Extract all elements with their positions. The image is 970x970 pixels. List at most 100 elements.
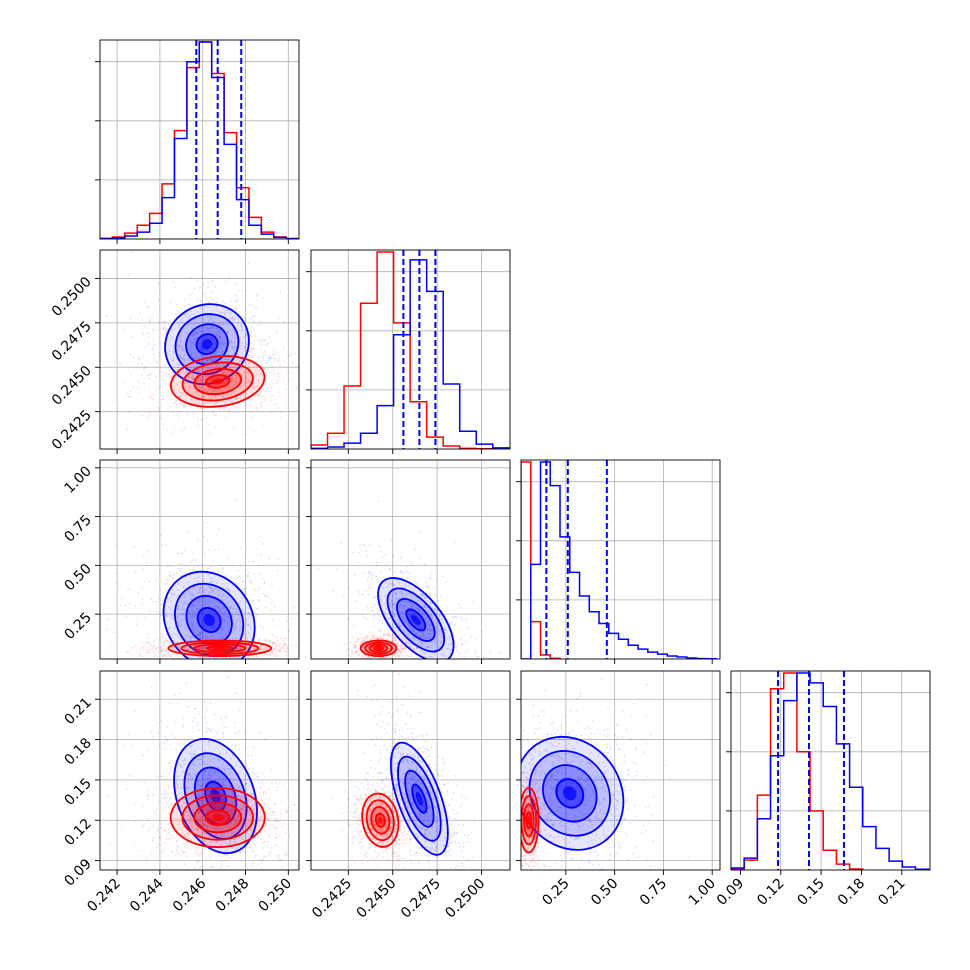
sample-point [221,781,224,783]
sample-point [189,387,192,390]
sample-point [187,375,190,378]
sample-point [264,645,267,648]
sample-point [250,317,253,320]
sample-point [401,647,404,650]
sample-point [182,618,185,621]
sample-point [196,311,199,313]
sample-point [390,538,392,541]
sample-point [225,302,227,305]
sample-point [167,654,170,656]
sample-point [383,612,386,615]
sample-point [228,843,230,846]
sample-point [246,577,249,579]
sample-point [421,650,424,653]
sample-point [435,636,438,638]
sample-point [146,651,149,654]
sample-point [168,384,171,387]
sample-point [222,667,224,669]
sample-point [259,390,262,393]
sample-point [211,343,214,345]
sample-point [381,556,384,558]
sample-point [254,387,256,390]
sample-point [187,581,190,584]
sample-point [198,601,201,604]
sample-point [188,382,190,385]
sample-point [160,793,163,795]
sample-point [212,581,215,583]
sample-point [206,431,209,433]
sample-point [134,644,137,647]
sample-point [420,610,422,613]
sample-point [371,574,373,577]
sample-point [181,563,183,566]
sample-point [177,648,180,651]
sample-point [222,395,225,398]
sample-point [408,601,410,603]
sample-point [192,604,195,607]
sample-point [162,395,165,398]
sample-point [420,644,422,646]
sample-point [198,360,201,363]
sample-point [192,753,194,756]
sample-point [178,647,181,649]
sample-point [224,371,227,373]
sample-point [178,326,181,328]
sample-point [206,709,208,712]
sample-point [239,851,242,854]
sample-point [237,847,240,850]
sample-point [252,560,255,563]
sample-point [410,665,412,667]
sample-point [354,645,357,648]
sample-point [223,619,226,622]
sample-point [187,385,189,388]
sample-point [261,578,264,580]
sample-point [195,356,198,359]
sample-point [374,603,376,606]
sample-point [372,636,374,639]
sample-point [174,313,177,316]
sample-point [169,626,171,629]
sample-point [459,637,462,640]
sample-point [235,611,237,614]
sample-point [182,760,185,762]
sample-point [470,672,472,674]
sample-point [224,312,226,315]
sample-point [196,581,199,583]
sample-point [220,717,223,719]
sample-point [216,872,218,874]
sample-point [419,636,422,639]
sample-point [206,633,208,636]
sample-point [362,640,365,643]
sample-point [208,774,210,776]
sample-point [260,554,263,557]
sample-point [315,652,317,654]
sample-point [238,648,241,650]
sample-point [191,726,193,729]
sample-point [221,637,224,639]
sample-point [191,635,193,638]
y-tick-label-1-3: 0.2500 [49,274,95,320]
sample-point [464,651,467,654]
sample-point [143,325,146,328]
sample-point [219,323,221,326]
sample-point [232,615,235,618]
sample-point [389,655,391,658]
sample-point [225,416,228,419]
sample-point [203,292,206,295]
sample-point [295,645,298,648]
sample-point [246,351,249,354]
sample-point [305,645,307,647]
sample-point [226,330,229,333]
sample-point [200,631,202,633]
sample-point [444,668,446,670]
sample-point [265,374,267,376]
sample-point [239,385,242,388]
sample-point [217,606,220,608]
sample-point [171,329,173,332]
sample-point [392,635,395,638]
sample-point [395,593,397,595]
sample-point [235,764,237,767]
sample-point [217,594,220,597]
sample-point [249,881,251,883]
sample-point [155,653,158,656]
